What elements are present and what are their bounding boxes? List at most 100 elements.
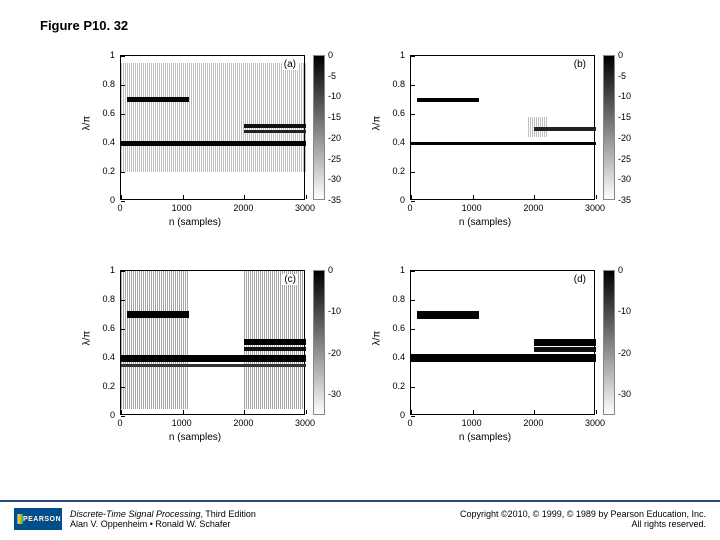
xtick: 0 xyxy=(395,203,425,213)
colorbar-tick: -5 xyxy=(328,71,336,81)
ytick: 1 xyxy=(85,50,115,60)
colorbar-tick: -20 xyxy=(328,133,341,143)
colorbar-tick: 0 xyxy=(328,265,333,275)
xlabel: n (samples) xyxy=(85,432,305,443)
ytick: 0.4 xyxy=(85,137,115,147)
colorbar-tick: -25 xyxy=(328,154,341,164)
ytick: 0.8 xyxy=(375,294,405,304)
xtick: 1000 xyxy=(167,203,197,213)
figure-title: Figure P10. 32 xyxy=(40,18,128,33)
copyright-line-2: All rights reserved. xyxy=(460,519,706,529)
xtick: 2000 xyxy=(228,418,258,428)
xtick: 2000 xyxy=(518,418,548,428)
panel-a: 10.80.60.40.200100020003000λ/πn (samples… xyxy=(85,45,355,245)
spectrogram-band xyxy=(534,127,596,131)
spectrogram-band xyxy=(244,124,306,128)
colorbar-tick: -25 xyxy=(618,154,631,164)
ytick: 0.8 xyxy=(375,79,405,89)
colorbar-tick: -30 xyxy=(328,389,341,399)
plots-grid: 10.80.60.40.200100020003000λ/πn (samples… xyxy=(85,45,645,465)
colorbar-tick: -5 xyxy=(618,71,626,81)
spectrogram-band xyxy=(417,98,479,102)
xtick: 3000 xyxy=(580,203,610,213)
xtick: 2000 xyxy=(228,203,258,213)
ytick: 0.2 xyxy=(85,381,115,391)
colorbar-tick: -10 xyxy=(618,91,631,101)
ytick: 1 xyxy=(375,265,405,275)
spectrogram-band xyxy=(244,347,306,351)
colorbar-tick: -20 xyxy=(618,348,631,358)
colorbar-tick: -20 xyxy=(618,133,631,143)
xtick: 1000 xyxy=(167,418,197,428)
footer-left: PEARSON Discrete-Time Signal Processing,… xyxy=(14,508,256,530)
colorbar-tick: -35 xyxy=(618,195,631,205)
book-credit: Discrete-Time Signal Processing, Third E… xyxy=(70,509,256,529)
xlabel: n (samples) xyxy=(375,217,595,228)
spectrogram-band xyxy=(121,364,306,367)
xtick: 3000 xyxy=(580,418,610,428)
xtick: 3000 xyxy=(290,203,320,213)
ytick: 0.8 xyxy=(85,79,115,89)
spectrogram-band xyxy=(121,355,306,362)
colorbar-tick: -30 xyxy=(328,174,341,184)
colorbar-tick: -10 xyxy=(618,306,631,316)
colorbar-tick: -30 xyxy=(618,389,631,399)
book-authors: Alan V. Oppenheim • Ronald W. Schafer xyxy=(70,519,256,529)
xlabel: n (samples) xyxy=(375,432,595,443)
ylabel: λ/π xyxy=(82,331,93,346)
colorbar xyxy=(313,55,325,200)
colorbar xyxy=(603,270,615,415)
spectrogram-band xyxy=(127,311,189,318)
xtick: 3000 xyxy=(290,418,320,428)
ytick: 0.4 xyxy=(375,137,405,147)
spectrogram-band xyxy=(411,142,596,145)
spectrogram-noise xyxy=(121,271,189,409)
ytick: 0.2 xyxy=(375,381,405,391)
colorbar-tick: -30 xyxy=(618,174,631,184)
colorbar-tick: -20 xyxy=(328,348,341,358)
xtick: 0 xyxy=(105,203,135,213)
ytick: 1 xyxy=(375,50,405,60)
spectrogram-noise xyxy=(121,63,306,172)
spectrogram-band xyxy=(417,311,479,319)
footer-right: Copyright ©2010, © 1999, © 1989 by Pears… xyxy=(460,509,706,529)
panel-c: 10.80.60.40.200100020003000λ/πn (samples… xyxy=(85,260,355,460)
ytick: 0.2 xyxy=(375,166,405,176)
ytick: 0.4 xyxy=(85,352,115,362)
colorbar-tick: 0 xyxy=(618,50,623,60)
panel-b: 10.80.60.40.200100020003000λ/πn (samples… xyxy=(375,45,645,245)
axes xyxy=(120,270,305,415)
spectrogram-band xyxy=(121,141,306,146)
panel-label: (b) xyxy=(572,59,588,70)
book-edition: , Third Edition xyxy=(200,509,255,519)
colorbar-tick: -10 xyxy=(328,306,341,316)
copyright-line-1: Copyright ©2010, © 1999, © 1989 by Pears… xyxy=(460,509,706,519)
colorbar-tick: -15 xyxy=(328,112,341,122)
xtick: 0 xyxy=(395,418,425,428)
logo-text: PEARSON xyxy=(23,516,61,523)
ylabel: λ/π xyxy=(372,116,383,131)
axes xyxy=(410,270,595,415)
xtick: 0 xyxy=(105,418,135,428)
ytick: 0.4 xyxy=(375,352,405,362)
pearson-logo: PEARSON xyxy=(14,508,62,530)
colorbar-tick: -15 xyxy=(618,112,631,122)
spectrogram-band xyxy=(244,339,306,345)
xtick: 2000 xyxy=(518,203,548,213)
book-title: Discrete-Time Signal Processing xyxy=(70,509,200,519)
spectrogram-band xyxy=(244,130,306,133)
xtick: 1000 xyxy=(457,203,487,213)
colorbar-tick: -35 xyxy=(328,195,341,205)
xlabel: n (samples) xyxy=(85,217,305,228)
ylabel: λ/π xyxy=(372,331,383,346)
axes xyxy=(120,55,305,200)
colorbar-tick: 0 xyxy=(328,50,333,60)
footer: PEARSON Discrete-Time Signal Processing,… xyxy=(0,500,720,540)
axes xyxy=(410,55,595,200)
ytick: 0.8 xyxy=(85,294,115,304)
spectrogram-band xyxy=(534,339,596,346)
panel-label: (d) xyxy=(572,274,588,285)
panel-label: (c) xyxy=(282,274,298,285)
panel-label: (a) xyxy=(282,59,298,70)
colorbar xyxy=(603,55,615,200)
